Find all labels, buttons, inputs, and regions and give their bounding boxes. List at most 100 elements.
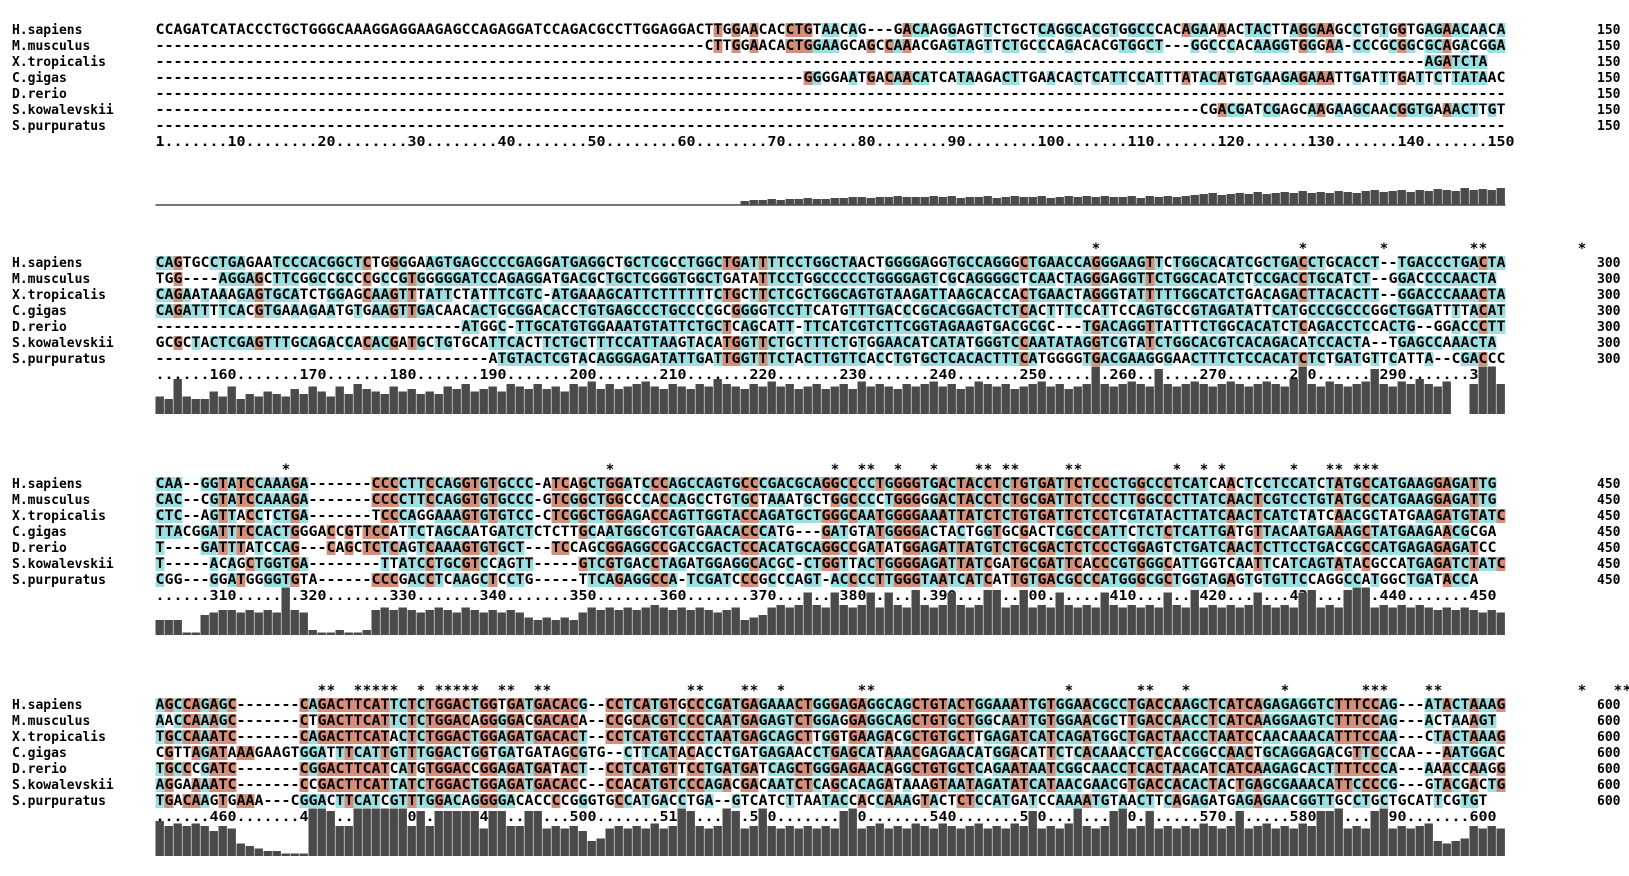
residue-highlight [1037,541,1047,555]
residue-highlight [164,778,174,792]
residue-highlight [794,336,804,350]
residue-highlight [173,288,183,302]
residue-highlight [911,573,921,587]
conservation-bar [1280,386,1289,414]
residue-highlight [209,698,219,712]
conservation-bar [1271,384,1280,414]
residue-highlight [947,730,957,744]
residue-highlight [1010,573,1020,587]
residue-highlight [1019,525,1029,539]
residue-highlight [1226,39,1236,53]
residue-highlight [965,493,975,507]
residue-highlight [1226,103,1236,117]
residue-highlight [389,288,399,302]
conservation-bar [1352,384,1361,414]
residue-highlight [659,509,669,523]
conservation-bar [938,605,947,635]
residue-highlight [749,39,759,53]
residue-highlight [668,557,678,571]
residue-highlight [1433,509,1443,523]
conservation-bar [731,607,740,635]
residue-highlight [1280,272,1290,286]
residue-highlight [434,541,444,555]
residue-highlight [1127,23,1137,37]
residue-highlight [1046,746,1056,760]
conservation-bar [1136,607,1145,635]
residue-highlight [974,557,984,571]
residue-highlight [803,541,813,555]
residue-highlight [560,541,570,555]
residue-highlight [740,493,750,507]
residue-highlight [1100,778,1110,792]
residue-highlight [1055,557,1065,571]
residue-highlight [551,714,561,728]
residue-highlight [1496,509,1506,523]
residue-highlight [299,256,309,270]
conservation-bar [1361,381,1370,414]
residue-highlight [1118,493,1128,507]
residue-highlight [1298,320,1308,334]
residue-highlight [1415,509,1425,523]
residue-highlight [1118,352,1128,366]
residue-highlight [731,288,741,302]
residue-highlight [1343,256,1353,270]
residue-highlight [605,541,615,555]
residue-highlight [1460,39,1470,53]
residue-highlight [1478,256,1488,270]
conservation-bar [1280,826,1289,856]
residue-highlight [749,698,759,712]
residue-highlight [1289,272,1299,286]
conservation-bar [956,605,965,635]
residue-highlight [1469,352,1479,366]
residue-highlight [1415,557,1425,571]
residue-highlight [632,336,642,350]
residue-highlight [398,541,408,555]
residue-highlight [1289,23,1299,37]
residue-highlight [983,288,993,302]
residue-highlight [1001,746,1011,760]
residue-highlight [1010,477,1020,491]
residue-highlight [956,778,966,792]
residue-highlight [722,762,732,776]
residue-highlight [1451,55,1461,69]
residue-highlight [1271,103,1281,117]
residue-highlight [911,525,921,539]
residue-highlight [380,698,390,712]
residue-highlight [1145,746,1155,760]
species-label: H.sapiens [12,477,82,492]
residue-highlight [1469,714,1479,728]
conservation-bar [713,612,722,635]
conservation-bar [1397,190,1406,205]
residue-highlight [1199,352,1209,366]
residue-highlight [1082,477,1092,491]
conservation-bar [1415,190,1424,205]
residue-highlight [848,320,858,334]
residue-highlight [1163,288,1173,302]
residue-highlight [983,336,993,350]
residue-highlight [830,778,840,792]
residue-highlight [1406,256,1416,270]
residue-highlight [452,493,462,507]
residue-highlight [956,256,966,270]
residue-highlight [479,557,489,571]
residue-highlight [650,509,660,523]
residue-highlight [1370,698,1380,712]
residue-highlight [1334,256,1344,270]
residue-highlight [497,778,507,792]
residue-highlight [227,493,237,507]
conservation-star: * [498,683,506,699]
conservation-bar [929,381,938,414]
residue-highlight [578,288,588,302]
residue-highlight [533,698,543,712]
residue-highlight [1343,525,1353,539]
residue-highlight [677,730,687,744]
residue-highlight [677,714,687,728]
residue-highlight [920,71,930,85]
residue-highlight [245,746,255,760]
conservation-bar [704,828,713,856]
block-end-number: 450 [1597,477,1621,492]
conservation-bar [1136,384,1145,414]
residue-highlight [173,714,183,728]
residue-highlight [362,714,372,728]
residue-highlight [407,714,417,728]
